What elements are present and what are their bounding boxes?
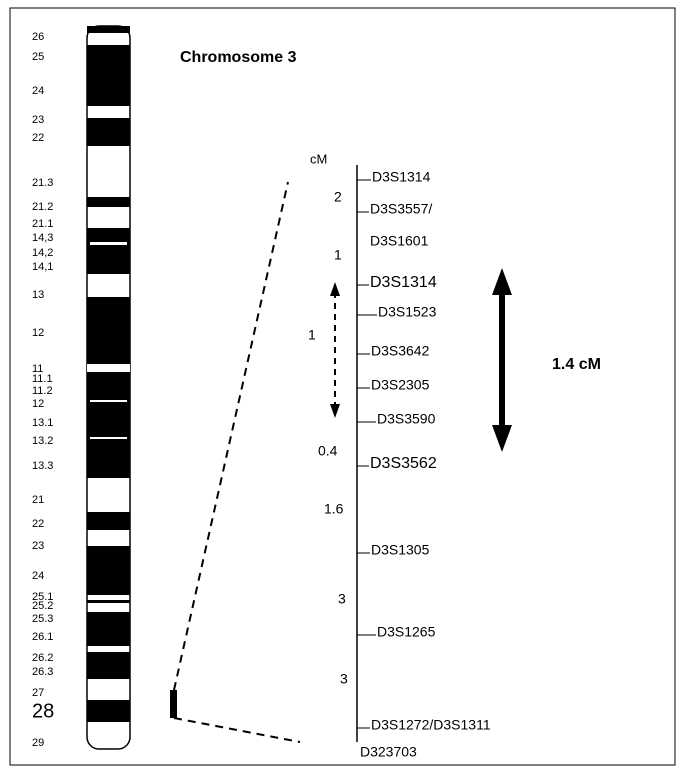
band-label: 21.1 [32, 218, 53, 230]
marker-label: D3S3642 [371, 343, 430, 359]
band-label: 13.1 [32, 417, 53, 429]
arrow-head [330, 282, 340, 296]
distance-label: 2 [334, 189, 342, 205]
marker-label: D3S1523 [378, 304, 437, 320]
title: Chromosome 3 [180, 49, 297, 66]
light-band [90, 400, 127, 402]
marker-label: D3S3557/ [370, 201, 432, 217]
marker-label: D3S3562 [370, 455, 437, 472]
dark-band [87, 197, 130, 207]
band-label: 21 [32, 494, 44, 506]
light-band [90, 242, 127, 245]
band-label: 13.2 [32, 435, 53, 447]
arrow-head [330, 404, 340, 418]
dark-band [87, 45, 130, 106]
dark-band [87, 118, 130, 146]
dark-band [87, 512, 130, 530]
dark-band [87, 228, 130, 274]
arrow-head [492, 268, 512, 295]
marker-label: D3S1314 [370, 274, 437, 291]
band-label: 23 [32, 540, 44, 552]
band-label: 14,1 [32, 261, 53, 273]
region-marker [170, 690, 177, 718]
dark-band [87, 26, 130, 33]
dark-band [87, 372, 130, 478]
cm-header: cM [310, 151, 327, 166]
distance-label: 3 [338, 591, 346, 607]
band-label: 22 [32, 518, 44, 530]
zoom-line [173, 717, 301, 743]
band-label: 11 [32, 363, 43, 375]
arrow-head [492, 425, 512, 452]
band-label: 25.3 [32, 613, 53, 625]
band-label: 26 [32, 31, 44, 43]
band-label: 25 [32, 51, 44, 63]
band-label: 26.3 [32, 666, 53, 678]
band-label: 13 [32, 289, 44, 301]
marker-label: D3S2305 [371, 377, 430, 393]
distance-label: 1.6 [324, 501, 344, 517]
marker-label: D3S1265 [377, 624, 436, 640]
band-label: 21.2 [32, 201, 53, 213]
dark-band [87, 612, 130, 646]
band-label: 24 [32, 85, 44, 97]
band-label: 25.1 [32, 591, 53, 603]
band-label: 26.2 [32, 652, 53, 664]
band-label: 12 [32, 398, 44, 410]
band-label: 12 [32, 327, 44, 339]
dark-band [87, 700, 130, 722]
band-label: 27 [32, 687, 44, 699]
marker-label: D3S1305 [371, 542, 430, 558]
marker-label: D3S1272/D3S1311 [371, 717, 491, 733]
band-label: 25.2 [32, 600, 53, 612]
marker-label: D3S1314 [372, 169, 431, 185]
distance-label: 0.4 [318, 443, 338, 459]
band-label: 14,2 [32, 247, 53, 259]
marker-label: D3S1601 [370, 233, 429, 249]
dark-band [87, 600, 130, 603]
band-label: 29 [32, 737, 44, 749]
centromere [87, 364, 130, 372]
band-label: 21.3 [32, 177, 53, 189]
interval-label: 1.4 cM [552, 356, 601, 373]
chromosome [86, 25, 131, 750]
marker-label: D3S3590 [377, 411, 436, 427]
band-label: 22 [32, 132, 44, 144]
band-label: 14,3 [32, 232, 53, 244]
distance-label: 1 [334, 247, 342, 263]
band-label: 24 [32, 570, 44, 582]
band-label: 11.1 [32, 373, 53, 385]
zoom-line [173, 181, 289, 691]
band-label: 13.3 [32, 460, 53, 472]
frame [9, 7, 676, 766]
band-label: 26.1 [32, 631, 53, 643]
dark-band [87, 652, 130, 679]
light-band [90, 437, 127, 439]
band-label: 23 [32, 114, 44, 126]
dark-band [87, 297, 130, 364]
band-label: 28 [32, 700, 54, 722]
distance-label: 3 [340, 671, 348, 687]
dark-band [87, 546, 130, 595]
band-label: 11.2 [32, 385, 53, 397]
marker-label: D323703 [360, 744, 417, 760]
distance-label: 1 [308, 327, 316, 343]
